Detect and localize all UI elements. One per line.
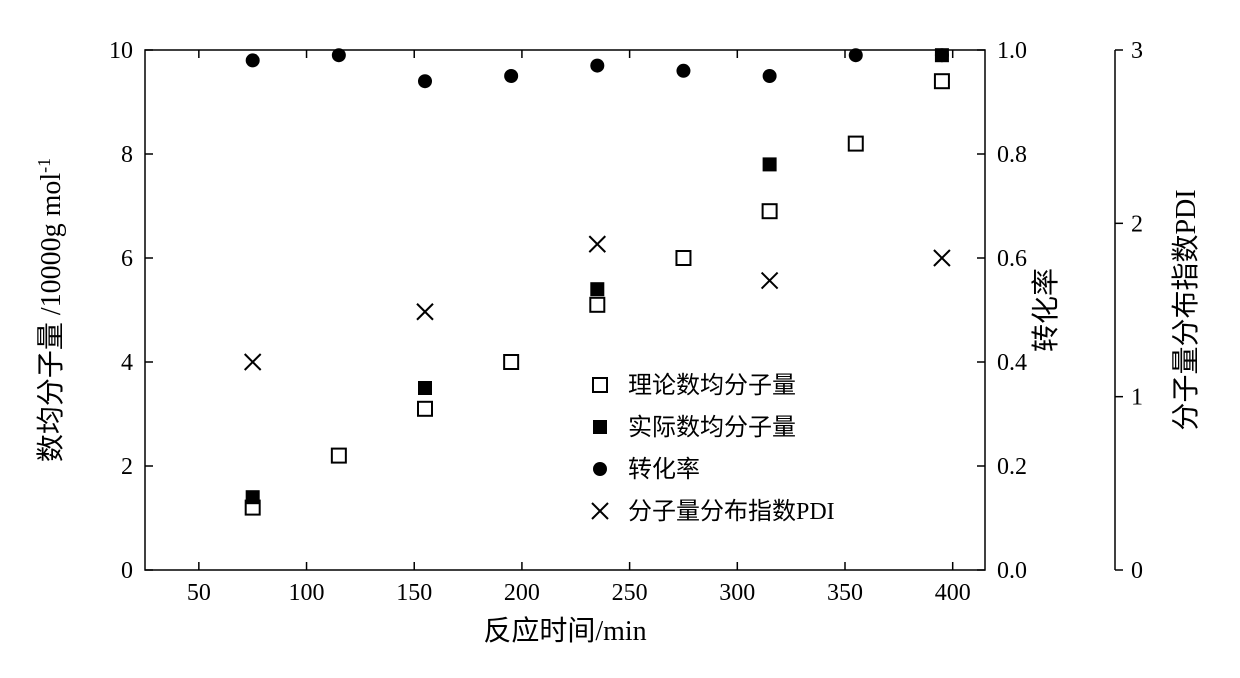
x-tick-label: 350 [827,580,863,606]
y3-tick-label: 2 [1131,211,1143,237]
legend-label: 转化率 [628,456,700,483]
y2-tick-label: 0.4 [997,350,1027,376]
y2-tick-label: 1.0 [997,38,1027,64]
y1-axis-label: 数均分子量 /10000g mol-1 [34,158,67,462]
y1-tick-label: 4 [121,350,133,376]
y3-tick-label: 1 [1131,385,1143,411]
svg-text:转化率: 转化率 [1030,268,1062,352]
y3-tick-label: 0 [1131,558,1143,584]
series-conversion [246,48,949,88]
svg-text:数均分子量 /10000g mol-1: 数均分子量 /10000g mol-1 [34,158,67,462]
x-tick-label: 100 [289,580,325,606]
legend-label: 分子量分布指数PDI [628,498,835,525]
y2-axis-label: 转化率 [1030,268,1062,352]
series-pdi [245,236,950,370]
x-tick-label: 400 [935,580,971,606]
legend-label: 实际数均分子量 [628,414,796,441]
y2-tick-label: 0.0 [997,558,1027,584]
y1-tick-label: 10 [109,38,133,64]
x-axis-label: 反应时间/min [483,615,646,647]
y2-tick-label: 0.2 [997,454,1027,480]
x-tick-label: 200 [504,580,540,606]
legend: 理论数均分子量实际数均分子量转化率分子量分布指数PDI [592,372,835,525]
plot-border [145,50,985,570]
series-actual_mw [246,48,949,504]
chart-container: 50100150200250300350400反应时间/min0246810数均… [0,0,1240,678]
x-tick-label: 50 [187,580,211,606]
y1-tick-label: 6 [121,246,133,272]
y1-tick-label: 2 [121,454,133,480]
x-tick-label: 300 [719,580,755,606]
svg-text:分子量分布指数PDI: 分子量分布指数PDI [1170,189,1202,430]
x-tick-label: 150 [396,580,432,606]
y2-tick-label: 0.8 [997,142,1027,168]
x-tick-label: 250 [612,580,648,606]
y2-tick-label: 0.6 [997,246,1027,272]
scatter-chart: 50100150200250300350400反应时间/min0246810数均… [0,0,1240,678]
y1-tick-label: 0 [121,558,133,584]
y1-tick-label: 8 [121,142,133,168]
legend-label: 理论数均分子量 [628,372,796,399]
y3-tick-label: 3 [1131,38,1143,64]
y3-axis-label: 分子量分布指数PDI [1170,189,1202,430]
